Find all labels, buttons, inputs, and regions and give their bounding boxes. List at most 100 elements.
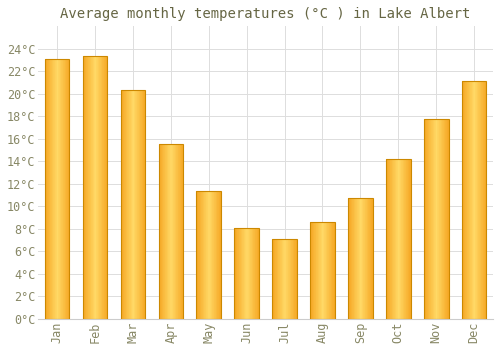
Bar xyxy=(432,119,433,319)
Bar xyxy=(256,228,257,319)
Bar xyxy=(182,145,183,319)
Bar xyxy=(429,119,430,319)
Bar xyxy=(103,56,104,319)
Bar xyxy=(468,82,469,319)
Bar xyxy=(434,119,435,319)
Bar xyxy=(273,239,274,319)
Bar xyxy=(354,198,355,319)
Bar xyxy=(205,191,206,319)
Bar xyxy=(390,159,391,319)
Bar xyxy=(214,191,215,319)
Bar xyxy=(177,145,178,319)
Bar xyxy=(404,159,405,319)
Bar xyxy=(363,198,364,319)
Bar xyxy=(86,56,87,319)
Bar xyxy=(310,222,335,319)
Bar xyxy=(403,159,404,319)
Bar xyxy=(279,239,280,319)
Bar xyxy=(94,56,95,319)
Bar xyxy=(352,198,353,319)
Bar xyxy=(409,159,410,319)
Bar xyxy=(83,56,108,319)
Bar xyxy=(312,222,314,319)
Bar xyxy=(471,82,472,319)
Bar xyxy=(398,159,399,319)
Bar xyxy=(318,222,319,319)
Bar xyxy=(278,239,279,319)
Bar xyxy=(66,59,67,319)
Bar xyxy=(179,145,180,319)
Bar xyxy=(208,191,209,319)
Bar xyxy=(280,239,281,319)
Bar xyxy=(211,191,212,319)
Bar xyxy=(443,119,444,319)
Bar xyxy=(245,228,246,319)
Bar xyxy=(175,145,176,319)
Bar xyxy=(326,222,327,319)
Bar xyxy=(123,90,124,319)
Bar xyxy=(125,90,126,319)
Bar xyxy=(210,191,211,319)
Bar xyxy=(217,191,218,319)
Bar xyxy=(277,239,278,319)
Bar xyxy=(83,56,84,319)
Bar xyxy=(328,222,330,319)
Bar xyxy=(90,56,91,319)
Bar xyxy=(203,191,204,319)
Bar xyxy=(435,119,436,319)
Bar xyxy=(466,82,468,319)
Bar xyxy=(234,228,235,319)
Bar xyxy=(102,56,103,319)
Bar xyxy=(359,198,360,319)
Bar xyxy=(462,82,463,319)
Bar xyxy=(464,82,465,319)
Bar xyxy=(251,228,252,319)
Bar xyxy=(130,90,131,319)
Bar xyxy=(107,56,108,319)
Bar xyxy=(206,191,207,319)
Bar xyxy=(292,239,293,319)
Bar xyxy=(369,198,370,319)
Bar xyxy=(424,119,448,319)
Bar xyxy=(120,90,122,319)
Bar xyxy=(220,191,221,319)
Bar xyxy=(159,145,160,319)
Bar xyxy=(289,239,290,319)
Bar xyxy=(88,56,89,319)
Bar xyxy=(358,198,359,319)
Bar xyxy=(104,56,105,319)
Bar xyxy=(213,191,214,319)
Bar xyxy=(160,145,161,319)
Bar xyxy=(65,59,66,319)
Bar xyxy=(284,239,285,319)
Bar xyxy=(196,191,221,319)
Bar xyxy=(441,119,442,319)
Bar xyxy=(425,119,426,319)
Bar xyxy=(161,145,162,319)
Bar xyxy=(56,59,57,319)
Bar xyxy=(240,228,241,319)
Bar xyxy=(310,222,311,319)
Bar xyxy=(325,222,326,319)
Bar xyxy=(440,119,441,319)
Bar xyxy=(388,159,389,319)
Bar xyxy=(248,228,249,319)
Bar xyxy=(141,90,142,319)
Bar xyxy=(356,198,358,319)
Bar xyxy=(45,59,46,319)
Bar xyxy=(389,159,390,319)
Bar xyxy=(235,228,236,319)
Bar xyxy=(106,56,107,319)
Bar xyxy=(479,82,480,319)
Bar xyxy=(476,82,477,319)
Bar xyxy=(246,228,248,319)
Bar xyxy=(238,228,240,319)
Bar xyxy=(54,59,56,319)
Bar xyxy=(323,222,324,319)
Bar xyxy=(97,56,98,319)
Bar xyxy=(314,222,315,319)
Bar xyxy=(361,198,362,319)
Bar xyxy=(394,159,395,319)
Bar xyxy=(126,90,127,319)
Bar xyxy=(286,239,287,319)
